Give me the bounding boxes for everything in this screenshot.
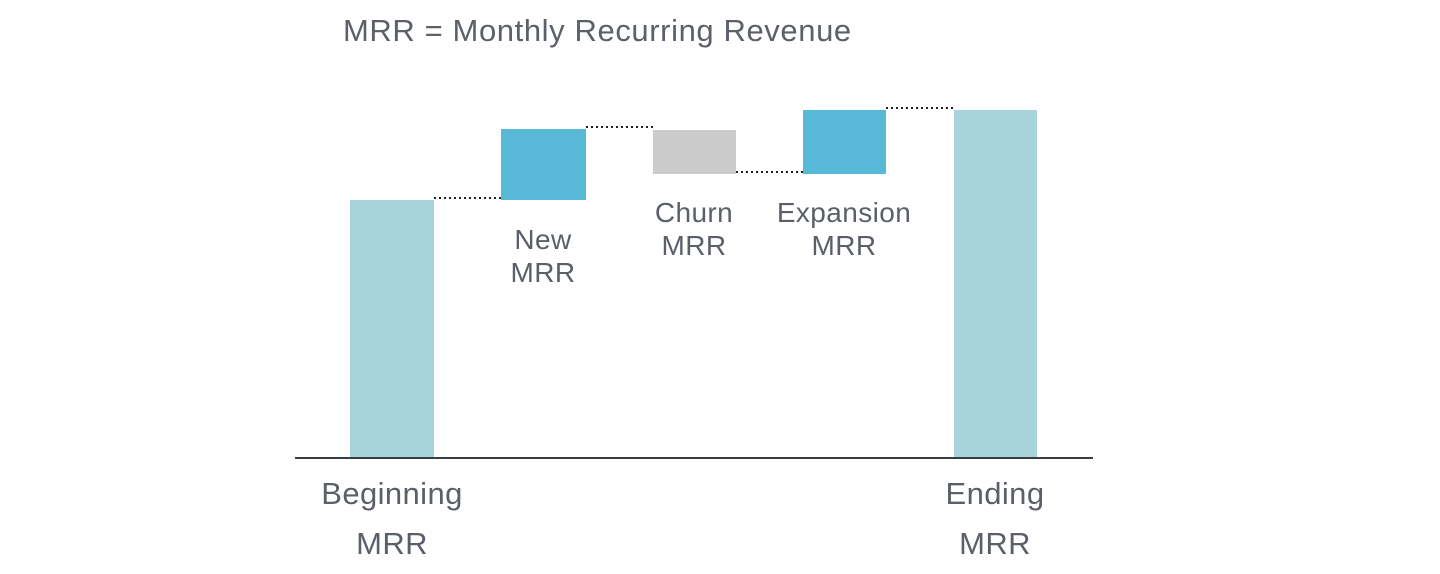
bar-churn-mrr [653, 130, 736, 174]
x-axis-baseline [295, 457, 1093, 459]
label-ending-mrr: Ending MRR [945, 476, 1045, 561]
label-beginning-mrr: Beginning MRR [321, 476, 463, 561]
chart-title: MRR = Monthly Recurring Revenue [343, 13, 852, 48]
connector-expansion-to-ending [886, 107, 954, 109]
connector-beginning-to-new [434, 197, 501, 199]
label-new-mrr: New MRR [510, 224, 576, 288]
label-expansion-mrr: Expansion MRR [776, 197, 912, 261]
connector-new-to-churn [586, 126, 653, 128]
bar-ending-mrr [954, 110, 1037, 458]
bar-new-mrr [501, 129, 586, 200]
bar-beginning-mrr [350, 200, 434, 458]
connector-churn-to-expansion [736, 171, 803, 173]
label-churn-mrr: Churn MRR [654, 197, 734, 261]
bar-expansion-mrr [803, 110, 886, 174]
